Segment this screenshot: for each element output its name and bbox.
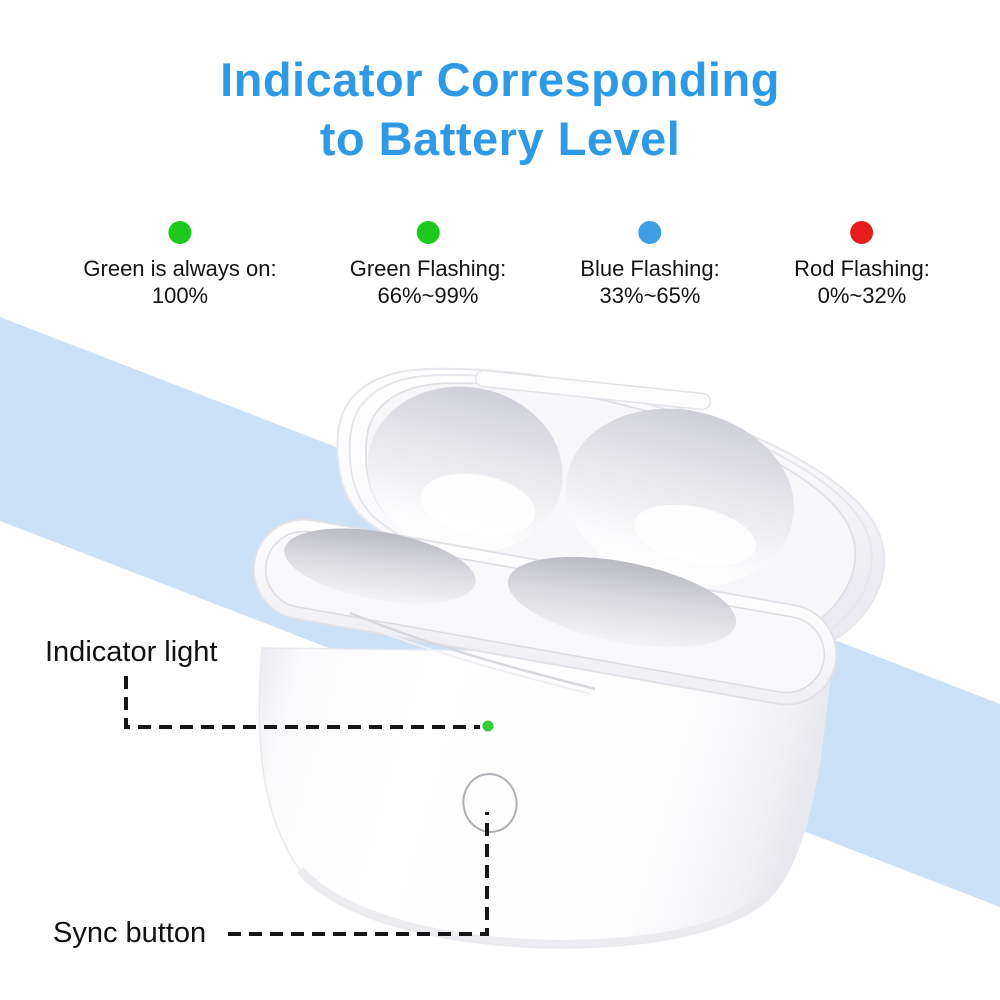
earbud-well-right bbox=[507, 556, 737, 648]
green-solid-dot-icon bbox=[168, 221, 192, 244]
indicator-light-callout-line bbox=[124, 676, 480, 729]
page-title-line1: Indicator Corresponding bbox=[220, 53, 780, 106]
indicator-light-label: Indicator light bbox=[45, 636, 218, 668]
legend-range: 66%~99% bbox=[377, 283, 479, 308]
earbud-well-left bbox=[284, 528, 476, 604]
legend-label: Rod Flashing: 0%~32% bbox=[794, 255, 930, 309]
legend-label: Green is always on: 100% bbox=[83, 255, 276, 309]
legend-text: Green is always on: bbox=[83, 256, 277, 281]
sync-button-circle bbox=[462, 773, 518, 833]
blue-flashing-dot-icon bbox=[638, 221, 662, 244]
red-flashing-dot-icon bbox=[850, 221, 874, 244]
sync-button-label: Sync button bbox=[53, 917, 207, 949]
case-body-bottom-shade bbox=[296, 866, 771, 949]
lid-hollow-right-highlight bbox=[634, 504, 756, 566]
page-title-line2: to Battery Level bbox=[319, 112, 681, 165]
legend-label: Green Flashing: 66%~99% bbox=[350, 255, 507, 309]
legend-text: Blue Flashing: bbox=[580, 256, 720, 281]
legend-item-green-flashing: Green Flashing: 66%~99% bbox=[350, 221, 507, 309]
legend-item-red-flashing: Rod Flashing: 0%~32% bbox=[794, 221, 930, 309]
case-lid bbox=[336, 367, 886, 652]
sync-button-callout-line bbox=[228, 812, 489, 936]
legend-item-green-solid: Green is always on: 100% bbox=[83, 221, 277, 309]
indicator-led-dot bbox=[482, 720, 494, 732]
lid-hinge-slot bbox=[474, 369, 712, 411]
legend-range: 0%~32% bbox=[817, 283, 907, 308]
legend-range: 33%~65% bbox=[599, 283, 701, 308]
legend-item-blue-flashing: Blue Flashing: 33%~65% bbox=[580, 221, 720, 309]
legend-range: 100% bbox=[151, 283, 209, 308]
legend-text: Rod Flashing: bbox=[794, 256, 930, 281]
legend-label: Blue Flashing: 33%~65% bbox=[580, 255, 719, 309]
legend-text: Green Flashing: bbox=[349, 256, 507, 281]
page-title: Indicator Corresponding to Battery Level bbox=[0, 50, 1000, 168]
lid-seam-groove bbox=[349, 611, 596, 695]
green-flashing-dot-icon bbox=[416, 221, 440, 244]
lid-hollow-left-highlight bbox=[420, 473, 536, 537]
